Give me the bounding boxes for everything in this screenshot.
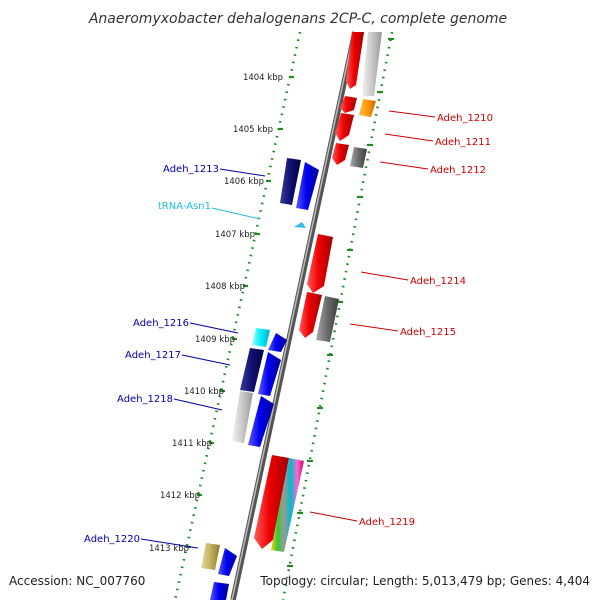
kbp-label: 1408 kbp [205,282,245,292]
kbp-label: 1406 kbp [224,177,264,187]
kbp-label: 1407 kbp [215,230,255,240]
kbp-label: 1405 kbp [233,125,273,135]
gene-feature [248,396,274,447]
gene-feature [307,234,333,293]
genome-title: Anaeromyxobacter dehalogenans 2CP-C, com… [88,11,507,27]
kbp-label: 1412 kbp [160,491,200,501]
gene-label-adeh-1210: Adeh_1210 [437,113,493,124]
gene-feature [316,296,339,342]
genome-backbone [230,31,358,600]
gene-label-adeh-1216: Adeh_1216 [133,318,189,329]
gene-feature [240,348,264,392]
kbp-label: 1410 kbp [184,387,224,397]
gene-label-adeh-1212: Adeh_1212 [430,165,486,176]
gene-label-adeh-1217: Adeh_1217 [125,350,181,361]
gene-feature [210,582,229,600]
forward-strand-features [254,32,382,552]
gene-label-adeh-1220: Adeh_1220 [84,534,140,545]
accession-label: Accession: NC_007760 [9,574,146,588]
trna-label-asn1: tRNA-Asn1 [158,201,211,212]
gene-feature [346,32,364,89]
kbp-scale-labels: 1404 kbp 1405 kbp 1406 kbp 1407 kbp 1408… [149,73,283,554]
gene-feature [340,96,357,113]
kbp-label: 1409 kbp [195,335,235,345]
gene-feature [296,162,319,210]
gene-feature [268,333,287,352]
gene-label-adeh-1219: Adeh_1219 [359,517,415,528]
gene-label-adeh-1211: Adeh_1211 [435,137,491,148]
kbp-label: 1413 kbp [149,544,189,554]
reverse-gene-labels: Adeh_1213 tRNA-Asn1 Adeh_1216 Adeh_1217 … [84,164,266,549]
gene-feature [299,292,322,338]
gene-label-adeh-1213: Adeh_1213 [163,164,219,175]
gene-feature [258,352,281,396]
gene-label-adeh-1218: Adeh_1218 [117,394,173,405]
gene-feature [232,391,253,443]
gene-feature [359,99,376,117]
reverse-strand-features [201,158,319,600]
gene-feature [201,543,220,570]
gene-feature [254,455,289,549]
gene-feature [335,113,354,141]
kbp-label: 1404 kbp [243,73,283,83]
gene-feature [252,328,270,347]
gene-feature [350,147,367,168]
outer-scale-ticks [281,31,394,600]
topology-label: Topology: circular; Length: 5,013,479 bp… [260,574,590,588]
gene-feature [332,143,349,165]
gene-label-adeh-1214: Adeh_1214 [410,276,466,287]
trna-feature [294,222,306,228]
outer-major-ticks [287,37,394,568]
gene-feature [271,458,304,552]
gene-feature [280,158,301,205]
gene-feature [218,548,237,576]
genome-backbone-highlight [231,31,355,600]
kbp-label: 1411 kbp [172,439,212,449]
forward-gene-labels: Adeh_1210 Adeh_1211 Adeh_1212 Adeh_1214 … [309,110,493,528]
gene-feature [362,32,382,96]
gene-label-adeh-1215: Adeh_1215 [400,327,456,338]
